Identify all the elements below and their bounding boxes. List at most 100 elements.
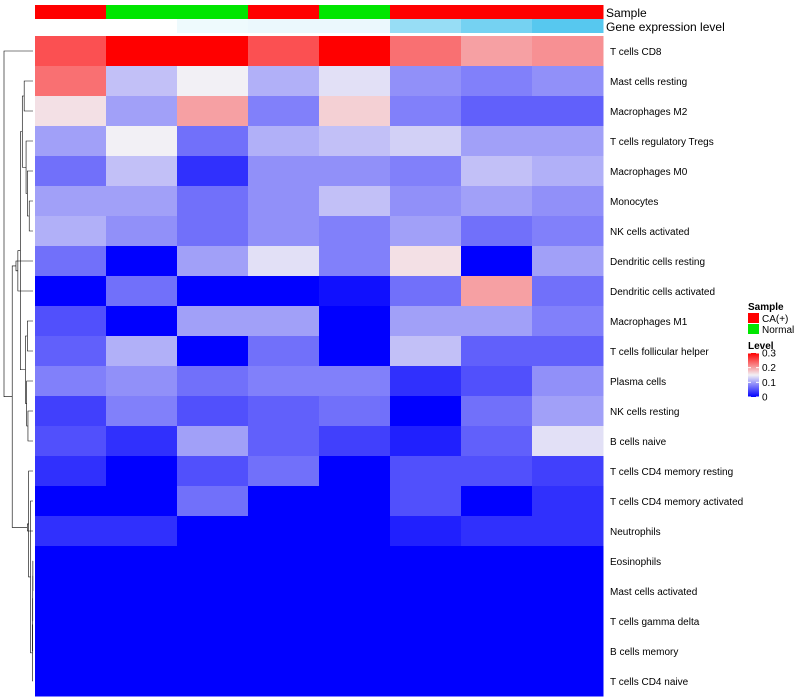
heatmap-cell [461,126,533,157]
dendrogram-branch [15,260,33,272]
row-label: T cells regulatory Tregs [610,137,714,148]
heatmap-cell [319,606,391,637]
column-annotations [35,5,604,33]
row-label: NK cells activated [610,227,689,238]
heatmap-cell [35,396,107,427]
heatmap-cell [390,546,462,577]
heatmap-cell [532,486,604,517]
heatmap-cell [248,366,320,397]
heatmap-cell [390,516,462,547]
heatmap-cell [106,336,178,367]
heatmap-cell [248,66,320,97]
legend-level-ticks: 0.3 0.2 0.1 0 [748,349,776,404]
row-label: T cells follicular helper [610,347,709,358]
heatmap-cell [35,66,107,97]
heatmap-cell [106,126,178,157]
annotation-sample-cell [106,5,178,19]
row-label: B cells naive [610,437,667,448]
row-label: Macrophages M0 [610,167,688,178]
heatmap-cell [106,36,178,67]
heatmap-cell [177,486,249,517]
heatmap-cell [390,156,462,187]
annotation-gene-level-cell [106,19,178,33]
heatmap-cell [461,336,533,367]
heatmap-cell [461,396,533,427]
heatmap-cell [532,516,604,547]
legend-tick-label: 0 [762,393,768,404]
dendrogram-branch [30,500,33,654]
heatmap-cell [532,306,604,337]
annotation-gene-level-cell [532,19,604,33]
heatmap-cell [319,336,391,367]
annotation-sample-cell [319,5,391,19]
heatmap-cell [532,246,604,277]
row-label: Mast cells activated [610,587,697,598]
row-label: Monocytes [610,197,658,208]
heatmap-cell [461,246,533,277]
dendrogram-branch [11,265,28,528]
heatmap-cell [461,186,533,217]
row-label: B cells memory [610,647,678,658]
heatmap-cell [390,456,462,487]
dendrogram-branch [25,335,28,404]
heatmap-cell [35,456,107,487]
heatmap-cell [319,396,391,427]
heatmap-cell [461,276,533,307]
annotation-gene-level-cell [248,19,320,33]
heatmap-cell [35,486,107,517]
annotation-sample-cell [461,5,533,19]
heatmap-cell [461,456,533,487]
heatmap-cell [177,576,249,607]
heatmap-cell [319,546,391,577]
heatmap-cell [319,246,391,277]
heatmap-cell [319,486,391,517]
heatmap-cell [390,576,462,607]
dendrogram-branch [32,624,33,682]
heatmap-cell [177,516,249,547]
heatmap-cell [248,156,320,187]
heatmap-cell [248,546,320,577]
annotation-sample-cell [532,5,604,19]
heatmap-cell [248,276,320,307]
heatmap-cell [177,66,249,97]
heatmap-cell [532,126,604,157]
heatmap-cell [106,456,178,487]
heatmap-cell [461,636,533,667]
legend: Sample CA(+) Normal Level 0.3 0.2 0.1 0 [748,302,794,404]
heatmap-cell [177,276,249,307]
row-label: Dendritic cells activated [610,287,715,298]
row-label: T cells CD4 naive [610,677,689,688]
legend-swatch-ca [748,313,759,323]
heatmap-cell [248,216,320,247]
heatmap-cell [390,246,462,277]
heatmap-cell [461,606,533,637]
heatmap-cell [248,636,320,667]
heatmap-cell [248,126,320,157]
dendrogram-branch [26,380,33,427]
heatmap-cell [532,396,604,427]
heatmap-cell [35,186,107,217]
heatmap-cell [461,486,533,517]
dendrogram-branch [23,80,33,112]
annotation-gene-level-cell [461,19,533,33]
heatmap-cell [35,606,107,637]
heatmap-cell [319,426,391,457]
heatmap-cell [461,96,533,127]
heatmap-cell [319,306,391,337]
legend-label-normal: Normal [762,325,794,336]
heatmap-cell [532,546,604,577]
heatmap-cell [532,366,604,397]
heatmap-cell [532,186,604,217]
heatmap-cell [35,126,107,157]
heatmap-cell [319,156,391,187]
heatmap-cell [319,636,391,667]
heatmap-cell [532,156,604,187]
heatmap-cell [106,306,178,337]
heatmap-cell [532,456,604,487]
annotation-sample-cell [35,5,107,19]
row-label: T cells CD4 memory resting [610,467,733,478]
heatmap-cell [106,426,178,457]
heatmap-cell [177,36,249,67]
row-label: Neutrophils [610,527,661,538]
heatmap-cell [390,306,462,337]
